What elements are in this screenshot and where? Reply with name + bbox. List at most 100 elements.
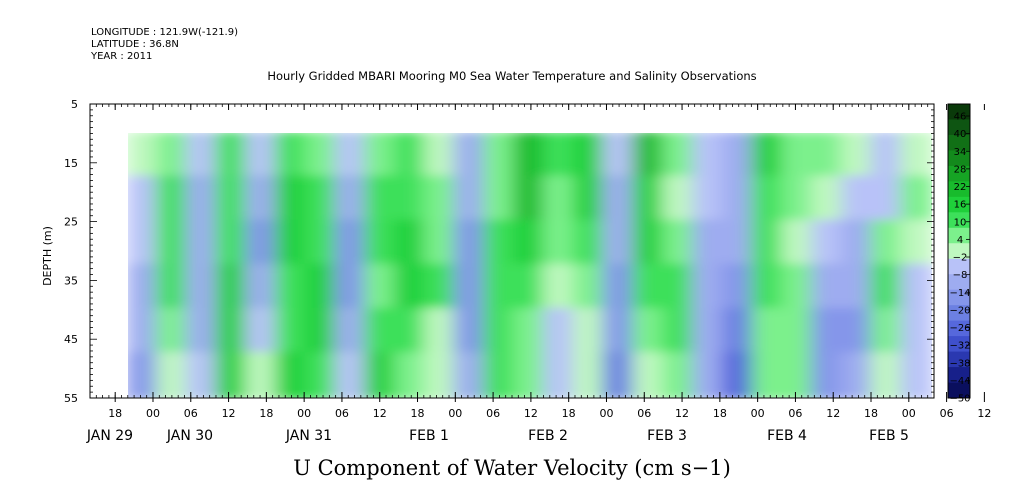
colorbar-label: 28 <box>954 164 967 175</box>
heatmap-cell <box>304 351 339 398</box>
colorbar-swatch <box>948 305 970 322</box>
heatmap-cell <box>304 219 339 268</box>
heatmap-cell <box>155 175 190 224</box>
heatmap-cell <box>423 307 458 356</box>
heatmap-cell <box>215 307 250 356</box>
heatmap-cell <box>185 351 220 398</box>
y-ticks <box>90 103 934 399</box>
colorbar-swatch <box>948 150 970 167</box>
x-day-label: FEB 1 <box>409 428 449 444</box>
colorbar-label: −8 <box>953 270 968 281</box>
heatmap-cell <box>781 263 815 312</box>
heatmap-cell <box>394 219 428 268</box>
colorbar-label: −32 <box>949 341 970 352</box>
heatmap-cell <box>900 133 932 180</box>
heatmap-cell <box>602 263 637 312</box>
colorbar-swatch <box>948 119 970 136</box>
heatmap-cell <box>840 263 875 312</box>
x-day-labels: JAN 29 JAN 30 JAN 31 FEB 1 FEB 2 FEB 3 FEB 4 FE… <box>86 428 909 444</box>
heatmap-cell <box>304 307 339 356</box>
x-hour-tick-label: 00 <box>297 407 311 420</box>
heatmap-cell <box>900 219 932 268</box>
heatmap-cell <box>810 351 845 398</box>
x-hour-tick-label: 06 <box>788 407 802 420</box>
heatmap-cell <box>128 219 160 268</box>
heatmap-cell <box>364 175 398 224</box>
heatmap-cell <box>691 351 726 398</box>
heatmap-cell <box>483 351 518 398</box>
heatmap-cell <box>751 263 786 312</box>
x-hour-tick-label: 06 <box>184 407 198 420</box>
y-tick-label: 15 <box>64 157 78 170</box>
colorbar-label: −20 <box>949 305 970 316</box>
heatmap-cell <box>632 219 666 268</box>
heatmap-cell <box>781 307 815 356</box>
heatmap-cell <box>632 307 666 356</box>
colorbar-label: 40 <box>954 129 967 140</box>
x-hour-tick-label: 18 <box>562 407 576 420</box>
x-hour-tick-label: 12 <box>826 407 840 420</box>
x-hour-tick-label: 18 <box>108 407 122 420</box>
colorbar-label: −14 <box>949 288 970 299</box>
heatmap-cell <box>781 175 815 224</box>
x-hour-tick-label: 06 <box>940 407 954 420</box>
colorbar-swatch <box>948 227 970 244</box>
heatmap-cell <box>155 263 190 312</box>
heatmap-cell <box>840 307 875 356</box>
heatmap-cell <box>781 351 815 398</box>
heatmap-cell <box>632 175 666 224</box>
heatmap-cell <box>810 175 845 224</box>
heatmap-cell <box>155 133 190 180</box>
x-hour-tick-label: 18 <box>411 407 425 420</box>
heatmap-cell <box>155 307 190 356</box>
heatmap-cell <box>572 351 607 398</box>
heatmap-cell <box>364 307 398 356</box>
x-day-label: FEB 2 <box>528 428 568 444</box>
heatmap-cell <box>483 175 518 224</box>
heatmap-cell <box>572 175 607 224</box>
heatmap-cell <box>810 133 845 180</box>
heatmap-cell <box>453 219 488 268</box>
heatmap-cell <box>632 263 666 312</box>
y-tick-label: 55 <box>64 392 78 405</box>
colorbar-label: 22 <box>954 182 967 193</box>
heatmap-cell <box>245 219 279 268</box>
year-label: YEAR : 2011 <box>90 51 152 62</box>
colorbar-swatch <box>948 165 970 182</box>
heatmap-cell <box>751 175 786 224</box>
heatmap-cell <box>900 175 932 224</box>
heatmap-cell <box>662 133 696 180</box>
heatmap-cell <box>364 133 398 180</box>
heatmap-cell <box>394 175 428 224</box>
heatmap-cell <box>274 351 309 398</box>
heatmap-cell <box>900 263 932 312</box>
y-axis-label: DEPTH (m) <box>41 226 54 286</box>
heatmap-cell <box>840 351 875 398</box>
colorbar-swatch <box>948 104 970 120</box>
heatmap-cell <box>364 263 398 312</box>
colorbar-swatch <box>948 367 970 383</box>
heatmap-cell <box>632 133 666 180</box>
colorbar-label: −26 <box>949 323 970 334</box>
x-hour-tick-label: 12 <box>222 407 236 420</box>
heatmap-cell <box>513 351 547 398</box>
heatmap-cell <box>128 351 160 398</box>
heatmap-cell <box>334 219 369 268</box>
colorbar-swatch <box>948 382 970 399</box>
y-tick-label: 35 <box>64 274 78 287</box>
colorbar-label: 16 <box>954 200 967 211</box>
heatmap-cell <box>128 307 160 356</box>
heatmap-cell <box>602 351 637 398</box>
x-major-ticks <box>114 104 985 402</box>
heatmap-cell <box>453 133 488 180</box>
heatmap-cell <box>215 219 250 268</box>
heatmap-cell <box>810 307 845 356</box>
heatmap-cell <box>721 175 756 224</box>
chart-title: Hourly Gridded MBARI Mooring M0 Sea Wate… <box>267 69 756 83</box>
heatmap-cell <box>423 263 458 312</box>
heatmap-cell <box>691 263 726 312</box>
heatmap-cell <box>870 263 905 312</box>
heatmap-cell <box>691 175 726 224</box>
y-tick-label: 5 <box>71 98 78 111</box>
heatmap-cell <box>483 133 518 180</box>
